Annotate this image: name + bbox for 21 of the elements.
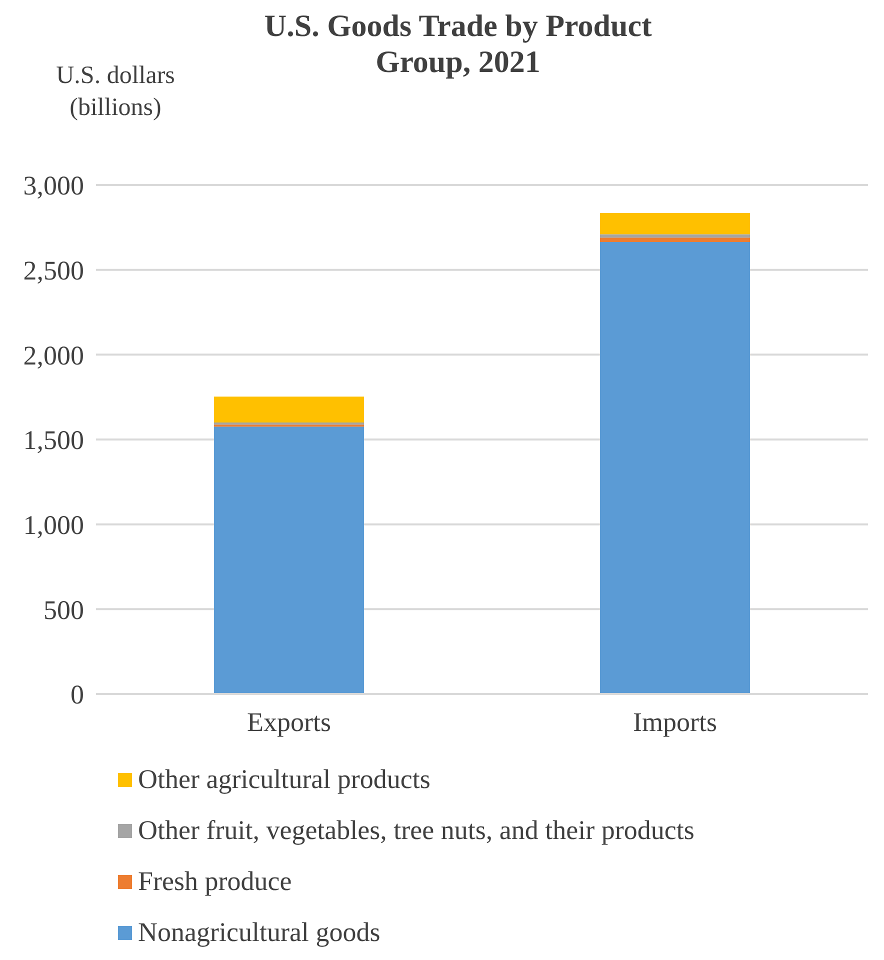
- legend-label: Other fruit, vegetables, tree nuts, and their products: [138, 815, 694, 846]
- y-tick-label: 500: [44, 594, 84, 625]
- y-tick-label: 2,500: [23, 255, 84, 286]
- bar: [600, 238, 750, 242]
- legend-label: Nonagricultural goods: [138, 917, 380, 948]
- x-tick-label: Exports: [247, 707, 331, 738]
- legend-label: Other agricultural products: [138, 764, 430, 795]
- bar: [600, 212, 750, 234]
- legend-label: Fresh produce: [138, 866, 292, 897]
- y-tick-label: 3,000: [23, 170, 84, 201]
- bar: [600, 234, 750, 238]
- bar: [600, 242, 750, 694]
- y-tick-label: 0: [70, 680, 84, 710]
- chart-title: U.S. Goods Trade by Product Group, 2021: [263, 8, 653, 80]
- x-tick-label: Imports: [633, 707, 717, 738]
- y-tick-label: 1,500: [23, 425, 84, 456]
- y-tick-label: 1,000: [23, 510, 84, 540]
- y-axis-title: U.S. dollars (billions): [55, 61, 176, 123]
- bar: [214, 426, 364, 694]
- y-tick-label: 2,000: [23, 340, 84, 370]
- bar: [214, 396, 364, 423]
